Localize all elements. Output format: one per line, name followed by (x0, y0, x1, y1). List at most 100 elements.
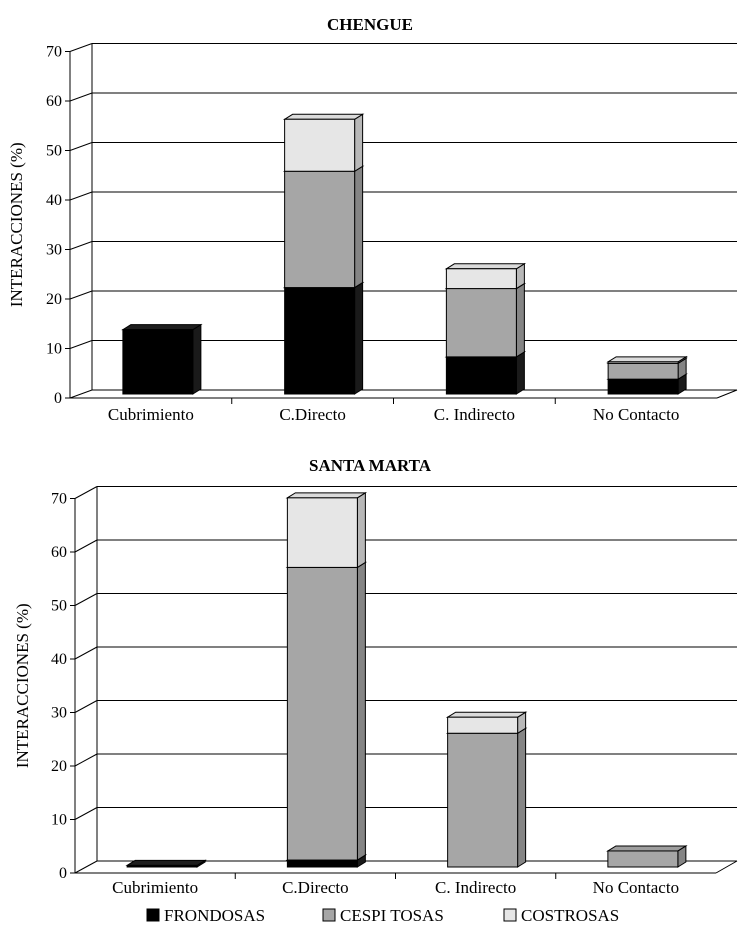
bar-segment-cespi-tosas (445, 727, 528, 868)
legend-label: CESPI TOSAS (340, 906, 444, 925)
bar-segment-cespi-tosas (282, 165, 365, 289)
bar-front-face (607, 361, 679, 364)
bar-side-face (517, 727, 527, 868)
floor-right-edge (716, 389, 738, 399)
grid-depth-line (69, 389, 93, 399)
x-category-label: No Contacto (593, 405, 679, 424)
grid-depth-line (69, 92, 93, 102)
bar-front-face (284, 118, 356, 172)
bar-top-face (606, 845, 688, 852)
y-tick-label: 0 (59, 865, 67, 882)
grid-depth-line (69, 290, 93, 300)
bar-front-face (607, 378, 679, 395)
y-axis-label: INTERACCIONES (%) (13, 603, 32, 768)
legend: FRONDOSAS CESPI TOSAS COSTROSAS (146, 906, 619, 925)
bar-segment-frondosas (121, 323, 203, 395)
bar-segment-costrosas (282, 113, 365, 173)
x-category-label: Cubrimiento (108, 405, 194, 424)
bar-front-face (284, 287, 356, 395)
bar-segment-cespi-tosas (285, 561, 368, 861)
x-category-label: C. Indirecto (435, 878, 516, 897)
bar-segment-cespi-tosas (444, 282, 527, 358)
bar-front-face (447, 732, 519, 868)
legend-swatch (503, 908, 517, 922)
grid-depth-line (69, 142, 93, 151)
bar-segment-frondosas (125, 859, 207, 868)
bar-side-face (356, 491, 366, 569)
floor-right-edge (715, 860, 738, 874)
bar-top-face (125, 859, 207, 866)
bar-side-face (515, 350, 525, 395)
legend-item: CESPI TOSAS (322, 906, 444, 925)
grid-depth-line (74, 486, 98, 499)
bar-top-face (606, 356, 688, 363)
chart-title: CHENGUE (327, 15, 413, 34)
bar-side-face (192, 323, 202, 395)
bar-segment-frondosas (282, 281, 365, 395)
y-tick-label: 40 (46, 192, 62, 209)
bar-side-face (354, 281, 364, 395)
y-tick-label: 70 (51, 491, 67, 508)
y-tick-label: 60 (46, 93, 62, 110)
bar-side-face (515, 282, 525, 358)
grid-depth-line (69, 43, 93, 52)
bar-top-face (285, 492, 368, 499)
y-tick-label: 0 (54, 390, 62, 407)
y-tick-label: 20 (51, 758, 67, 775)
bar-side-face (354, 113, 364, 173)
bar-segment-costrosas (606, 355, 688, 365)
y-tick-label: 30 (46, 242, 62, 259)
bar-top-face (445, 711, 528, 718)
x-category-label: C.Directo (279, 405, 346, 424)
bar-front-face (447, 716, 519, 734)
y-tick-label: 10 (51, 812, 67, 829)
grid-depth-line (74, 860, 98, 874)
legend-item: COSTROSAS (503, 906, 619, 925)
y-tick-label: 50 (51, 598, 67, 615)
legend-swatch (322, 908, 336, 922)
chart-panel-0: CHENGUE 0 10 20 30 40 50 60 70 INTERACCIONES (%) C… (7, 15, 738, 424)
bar-front-face (126, 864, 198, 868)
bar-segment-costrosas (285, 491, 368, 569)
bar-top-face (121, 324, 203, 331)
bar-top-face (282, 113, 365, 120)
bar-segment-frondosas (444, 350, 527, 395)
bar-front-face (607, 362, 679, 380)
x-category-label: C.Directo (282, 878, 349, 897)
bar-front-face (286, 859, 358, 868)
grid-depth-line (74, 646, 98, 660)
bar-front-face (607, 850, 679, 868)
grid-depth-line (69, 191, 93, 201)
legend-label: COSTROSAS (521, 906, 619, 925)
x-category-label: C. Indirecto (434, 405, 515, 424)
x-category-label: No Contacto (593, 878, 679, 897)
bar-front-face (286, 497, 358, 568)
chart-panel-1: SANTA MARTA 0 10 20 30 40 50 60 70 INTERACCIONES … (13, 456, 738, 897)
bar-segment-costrosas (445, 711, 528, 735)
bar-front-face (445, 356, 517, 395)
y-tick-label: 40 (51, 651, 67, 668)
grid-depth-line (74, 593, 98, 606)
bar-front-face (445, 288, 517, 358)
bar-front-face (286, 566, 358, 861)
grid-depth-line (74, 700, 98, 713)
grid-depth-line (74, 753, 98, 767)
bar-front-face (284, 170, 356, 289)
y-axis-label: INTERACCIONES (%) (7, 142, 26, 307)
legend-item: FRONDOSAS (146, 906, 265, 925)
chart-title: SANTA MARTA (309, 456, 432, 475)
grid-depth-line (69, 340, 93, 349)
legend-label: FRONDOSAS (164, 906, 265, 925)
y-tick-label: 20 (46, 291, 62, 308)
bar-top-face (444, 263, 527, 270)
x-category-label: Cubrimiento (112, 878, 198, 897)
bar-side-face (354, 165, 364, 289)
y-tick-label: 70 (46, 44, 62, 61)
legend-swatch (146, 908, 160, 922)
bar-side-face (356, 561, 366, 861)
grid-depth-line (69, 241, 93, 250)
grid-depth-line (74, 807, 98, 820)
y-tick-label: 60 (51, 544, 67, 561)
y-tick-label: 10 (46, 341, 62, 358)
